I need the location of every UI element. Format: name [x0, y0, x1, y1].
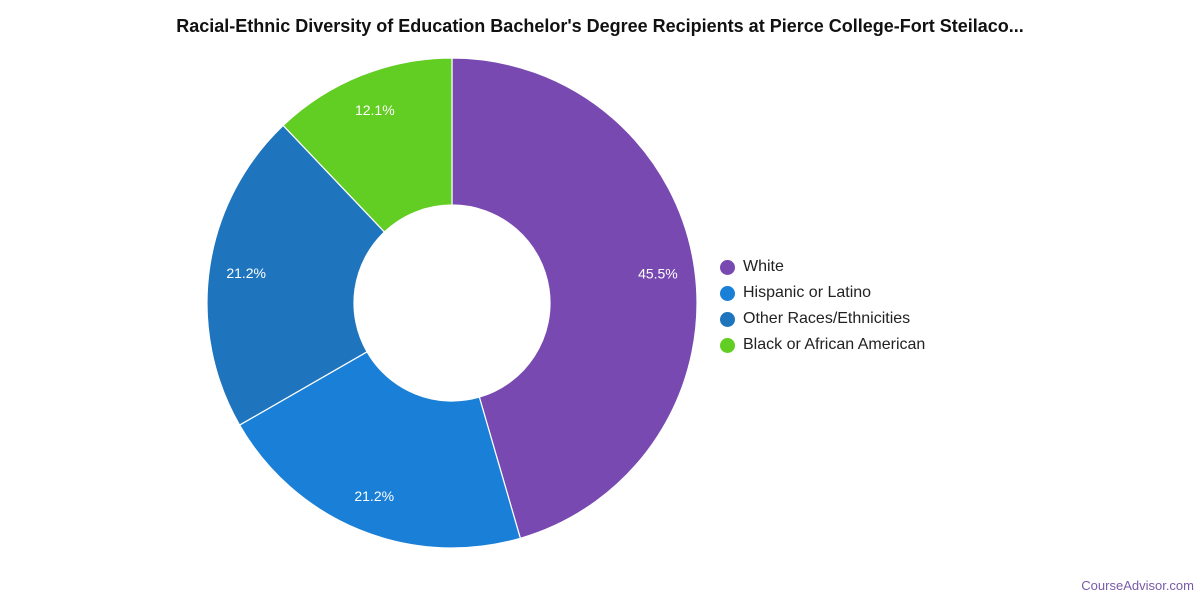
legend-swatch-black-or-african-american: [720, 337, 735, 353]
legend-swatch-other-races: [720, 311, 735, 327]
legend: White Hispanic or Latino Other Races/Eth…: [720, 254, 925, 358]
legend-swatch-hispanic-or-latino: [720, 285, 735, 301]
source-credit[interactable]: CourseAdvisor.com: [1081, 578, 1194, 593]
legend-swatch-white: [720, 259, 735, 275]
legend-label-hispanic-or-latino: Hispanic or Latino: [743, 284, 872, 301]
legend-item-white: White: [720, 254, 925, 280]
legend-label-other-races: Other Races/Ethnicities: [743, 310, 911, 327]
slice-label-other-races: 21.2%: [226, 265, 266, 281]
legend-label-black-or-african-american: Black or African American: [743, 336, 926, 353]
slice-label-white: 45.5%: [638, 266, 678, 282]
slice-label-black-or-african-american: 12.1%: [355, 102, 395, 118]
legend-item-hispanic-or-latino: Hispanic or Latino: [720, 280, 925, 306]
slice-black-or-african-american[interactable]: [282, 57, 453, 233]
legend-label-white: White: [743, 258, 784, 275]
legend-item-other-races: Other Races/Ethnicities: [720, 306, 925, 332]
slice-white[interactable]: [451, 57, 698, 540]
slice-other-races[interactable]: [206, 124, 386, 426]
legend-item-black-or-african-american: Black or African American: [720, 332, 925, 358]
slice-label-hispanic-or-latino: 21.2%: [354, 488, 394, 504]
chart-title: Racial-Ethnic Diversity of Education Bac…: [176, 16, 1024, 36]
slice-hispanic-or-latino[interactable]: [238, 351, 522, 549]
